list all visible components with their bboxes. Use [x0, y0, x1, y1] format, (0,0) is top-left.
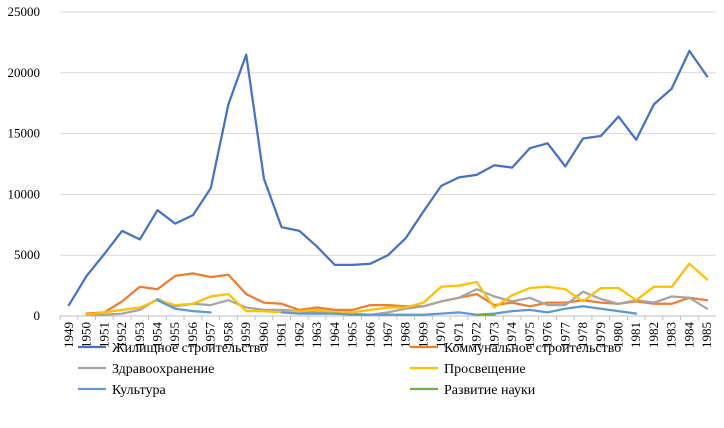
x-tick-label: 1979 — [593, 322, 608, 348]
x-tick-label: 1978 — [575, 322, 590, 348]
x-tick-label: 1952 — [114, 322, 129, 348]
x-tick-label: 1971 — [451, 322, 466, 348]
legend-item: Просвещение — [410, 362, 526, 377]
y-tick-label: 5000 — [14, 247, 40, 262]
legend-label: Культура — [112, 383, 166, 398]
x-tick-label: 1981 — [628, 322, 643, 348]
x-tick-label: 1954 — [150, 322, 165, 349]
x-tick-label: 1966 — [362, 322, 377, 349]
y-tick-label: 10000 — [8, 186, 41, 201]
x-tick-label: 1962 — [291, 322, 306, 348]
series-5 — [156, 299, 638, 316]
series-line — [67, 49, 709, 307]
series-1 — [67, 49, 709, 307]
x-tick-label: 1953 — [132, 322, 147, 348]
x-tick-label: 1961 — [274, 322, 289, 348]
x-tick-label: 1985 — [699, 322, 714, 348]
x-tick-label: 1965 — [345, 322, 360, 348]
x-tick-label: 1968 — [398, 322, 413, 348]
x-tick-label: 1984 — [681, 322, 696, 349]
x-tick-label: 1949 — [61, 322, 76, 348]
series-lines — [67, 49, 709, 316]
legend-label: Жилищное строительство — [112, 341, 267, 356]
series-line — [85, 262, 709, 316]
legend: Жилищное строительство Коммунальное строи… — [78, 341, 621, 398]
x-tick-label: 1967 — [380, 322, 395, 349]
y-tick-label: 20000 — [8, 65, 41, 80]
series-2 — [85, 272, 709, 315]
legend-label: Развитие науки — [444, 383, 536, 398]
series-4 — [85, 262, 709, 316]
legend-item: Коммунальное строительство — [410, 341, 621, 356]
x-tick-label: 1976 — [540, 322, 555, 349]
x-tick-label: 1964 — [327, 322, 342, 349]
series-line — [85, 272, 709, 315]
x-tick-label: 1973 — [486, 322, 501, 348]
x-tick-label: 1957 — [203, 322, 218, 349]
x-tick-label: 1977 — [557, 322, 572, 349]
x-tick-label: 1950 — [79, 322, 94, 348]
legend-label: Просвещение — [444, 362, 526, 377]
x-tick-label: 1958 — [220, 322, 235, 348]
legend-label: Здравоохранение — [112, 362, 214, 377]
x-tick-label: 1969 — [415, 322, 430, 348]
x-tick-label: 1955 — [167, 322, 182, 348]
x-tick-label: 1951 — [96, 322, 111, 348]
legend-item: Культура — [78, 383, 166, 398]
y-tick-label: 15000 — [8, 126, 41, 141]
y-tick-label: 0 — [34, 308, 41, 323]
x-tick-label: 1982 — [646, 322, 661, 348]
x-tick-label: 1980 — [610, 322, 625, 348]
x-tick-label: 1972 — [469, 322, 484, 348]
x-tick-label: 1956 — [185, 322, 200, 349]
y-tick-label: 25000 — [8, 4, 41, 19]
legend-item: Развитие науки — [410, 383, 536, 398]
x-tick-label: 1959 — [238, 322, 253, 348]
legend-item: Жилищное строительство — [78, 341, 267, 356]
x-tick-label: 1970 — [433, 322, 448, 348]
series-line — [156, 299, 638, 316]
x-tick-label: 1960 — [256, 322, 271, 348]
legend-item: Здравоохранение — [78, 362, 214, 377]
x-tick-label: 1963 — [309, 322, 324, 348]
x-tick-label: 1974 — [504, 322, 519, 349]
legend-label: Коммунальное строительство — [444, 341, 621, 356]
gridlines — [60, 11, 716, 256]
x-tick-label: 1983 — [664, 322, 679, 348]
x-tick-label: 1975 — [522, 322, 537, 348]
